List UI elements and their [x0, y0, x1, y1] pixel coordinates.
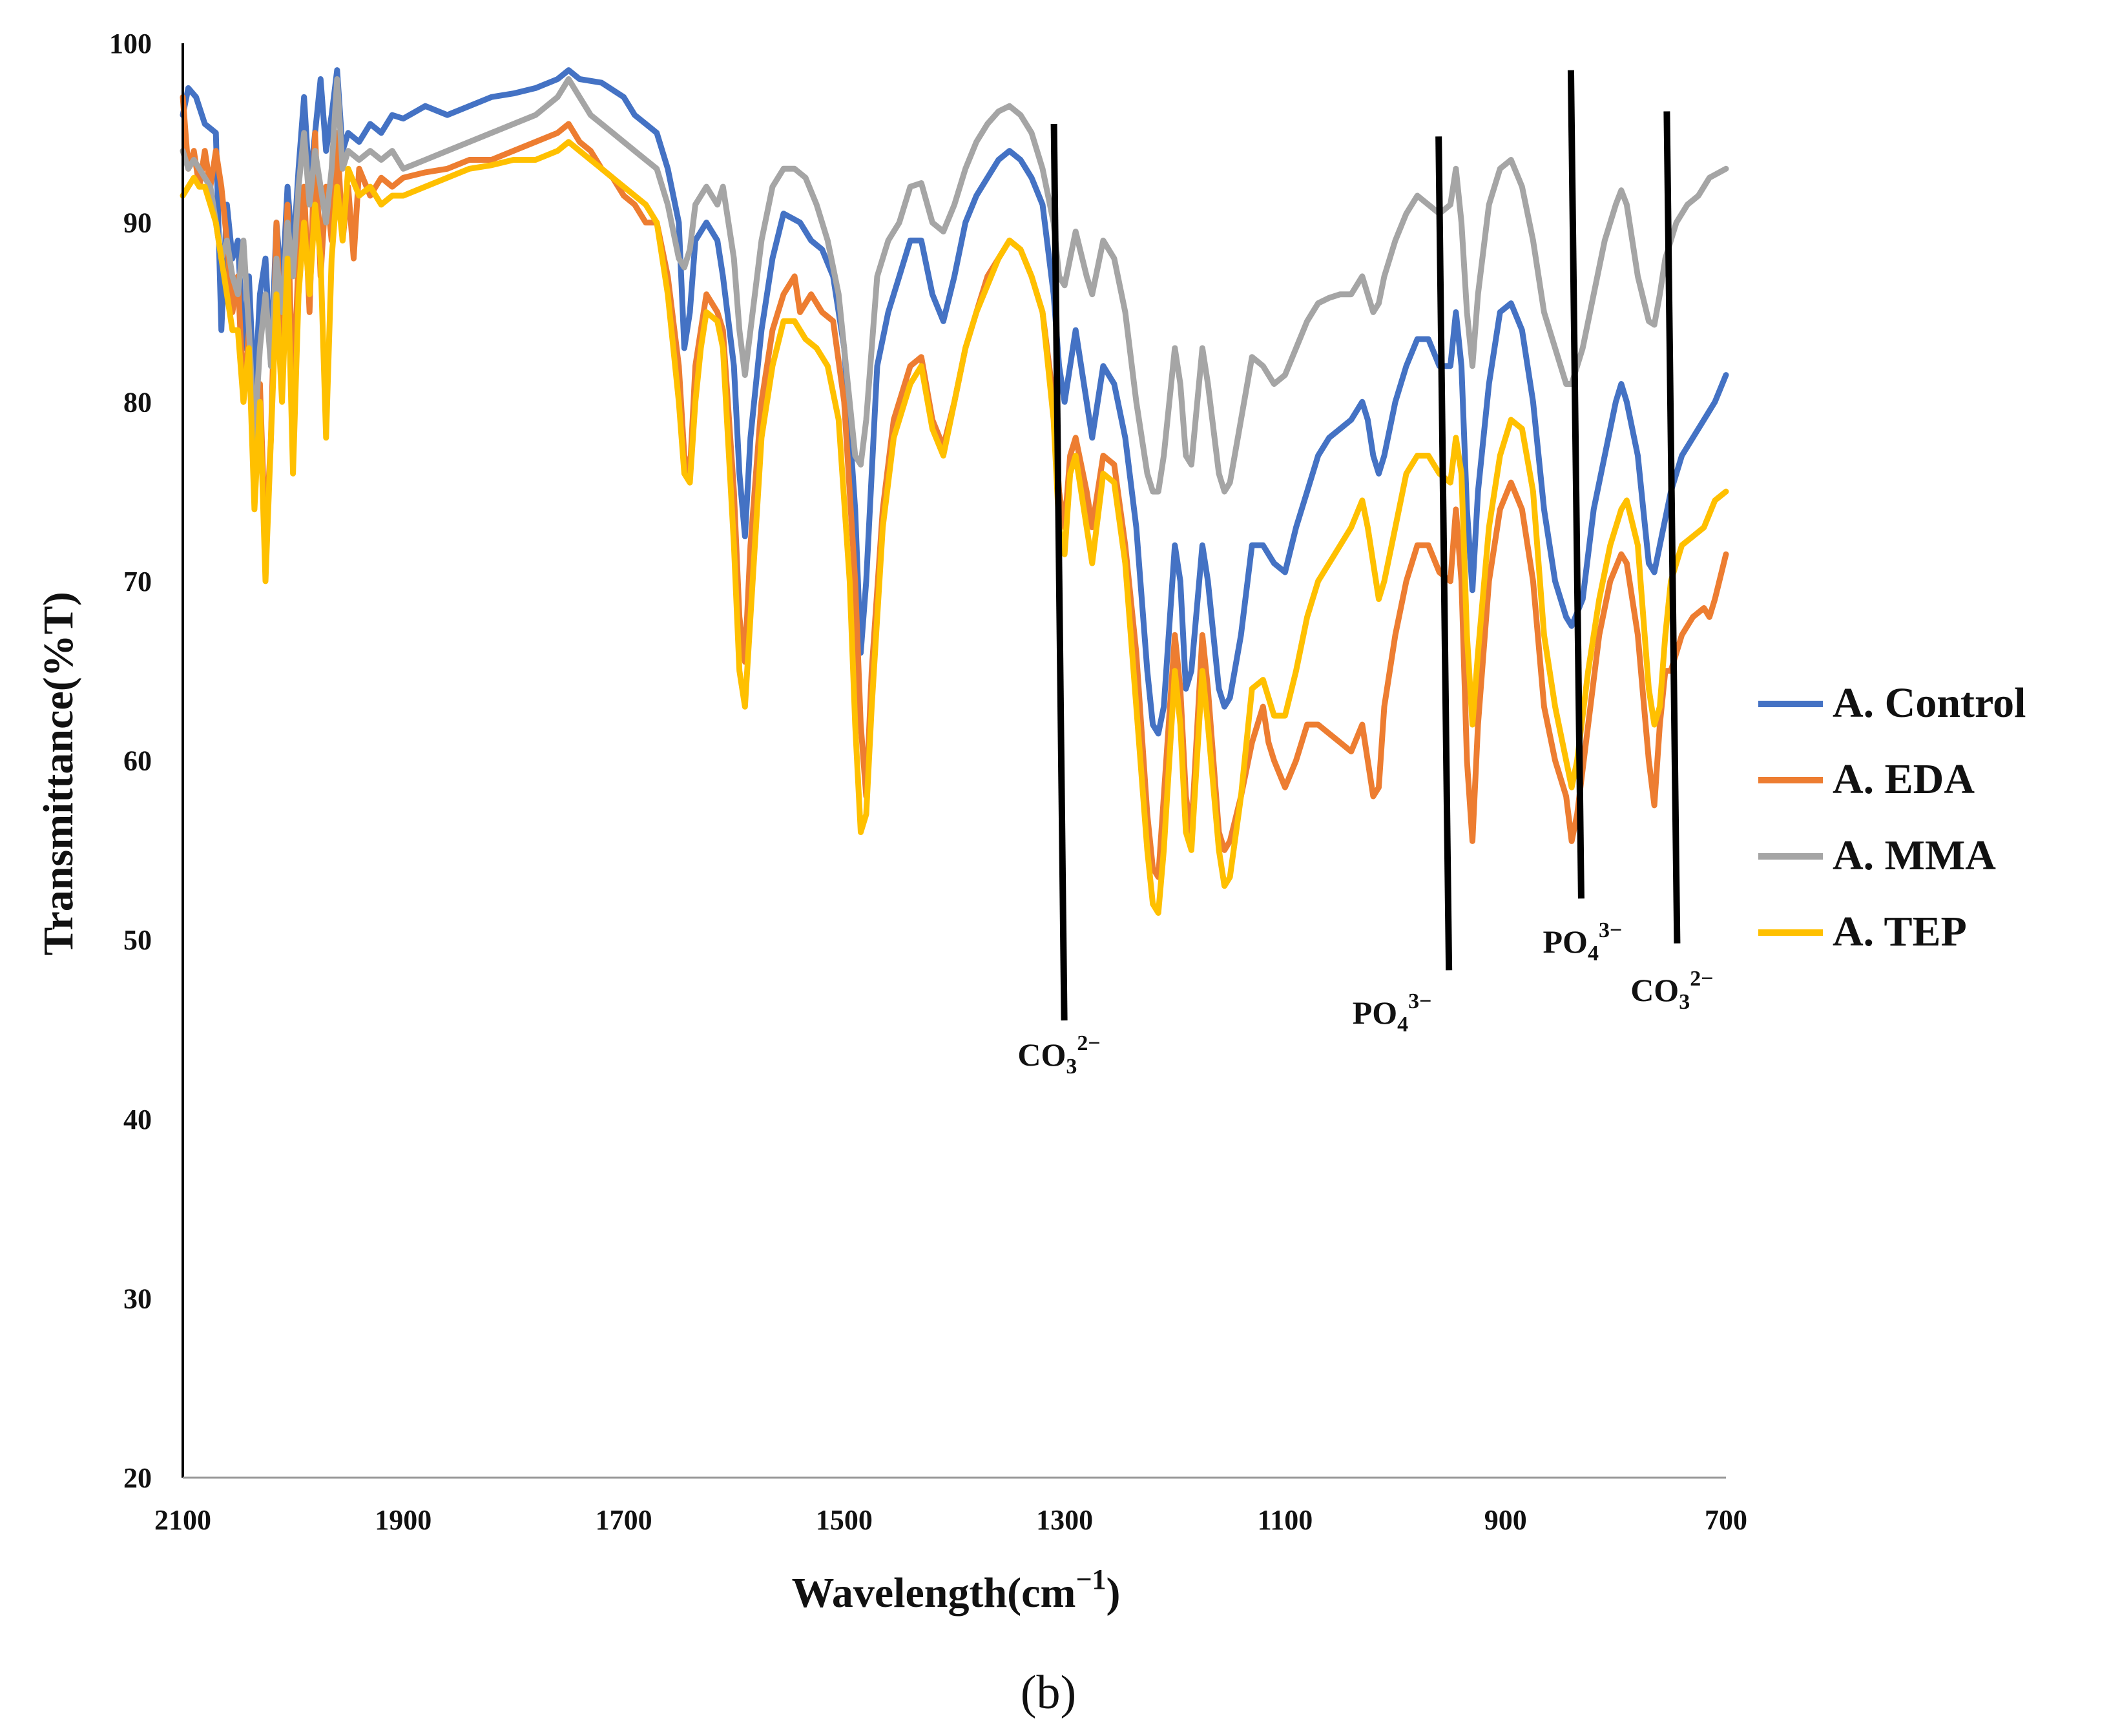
band-marker-line	[1050, 123, 1068, 1021]
x-tick-label: 2100	[154, 1504, 211, 1536]
band-marker-line	[1435, 136, 1453, 971]
y-tick-label: 30	[123, 1283, 152, 1314]
legend: A. Control A. EDA A. MMA A. TEP	[1758, 679, 2026, 955]
band-annotation-label: CO32−	[1017, 1031, 1100, 1079]
x-tick-labels: 2100 1900 1700 1500 1300 1100 900 700	[154, 1504, 1747, 1536]
legend-label: A. MMA	[1833, 832, 1996, 879]
x-tick-label: 700	[1705, 1504, 1747, 1536]
y-tick-label: 100	[109, 28, 152, 59]
band-marker-line	[1663, 111, 1681, 944]
legend-label: A. TEP	[1833, 908, 1967, 955]
legend-label: A. Control	[1833, 679, 2026, 727]
y-tick-label: 90	[123, 207, 152, 239]
y-tick-label: 70	[123, 566, 152, 597]
x-axis-title: Wavelength(cm−1)	[792, 1564, 1121, 1617]
y-tick-label: 20	[123, 1462, 152, 1494]
band-annotation-label: PO43−	[1353, 989, 1432, 1037]
y-axis-title: Transmittance(%T)	[35, 592, 82, 955]
legend-label: A. EDA	[1833, 756, 1975, 803]
band-annotation-label: PO43−	[1543, 918, 1623, 966]
x-tick-label: 1300	[1036, 1504, 1093, 1536]
series-line-a-mma	[180, 76, 1729, 495]
band-annotations: CO32−PO43−PO43−CO32−	[1017, 918, 1713, 1079]
series-lines	[180, 67, 1729, 916]
band-annotation-label: CO32−	[1630, 967, 1713, 1014]
x-tick-label: 1900	[375, 1504, 431, 1536]
panel-label: (b)	[1021, 1666, 1076, 1719]
series-line-a-tep	[180, 139, 1729, 916]
y-tick-label: 80	[123, 386, 152, 418]
y-tick-label: 50	[123, 924, 152, 956]
x-tick-label: 900	[1484, 1504, 1527, 1536]
x-tick-label: 1100	[1258, 1504, 1313, 1536]
y-tick-labels: 20 30 40 50 60 70 80 90 100	[109, 28, 152, 1494]
y-tick-label: 40	[123, 1104, 152, 1135]
x-tick-label: 1700	[596, 1504, 652, 1536]
x-tick-label: 1500	[816, 1504, 873, 1536]
band-marker-lines	[1050, 70, 1681, 1021]
y-tick-label: 60	[123, 745, 152, 777]
axes	[182, 43, 1726, 1479]
band-marker-line	[1567, 70, 1585, 899]
